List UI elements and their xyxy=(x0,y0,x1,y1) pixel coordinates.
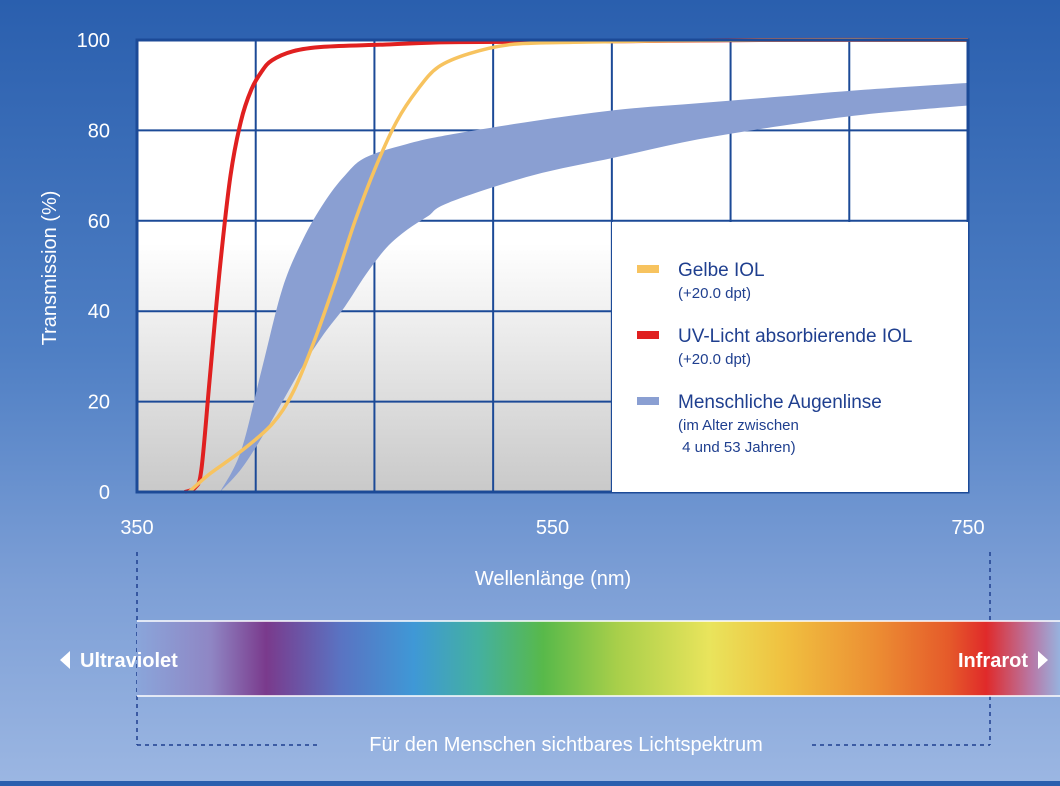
legend-label-gelbe-iol: Gelbe IOL xyxy=(678,260,765,281)
legend-swatch-uv-iol xyxy=(637,331,659,339)
legend: Gelbe IOL (+20.0 dpt) UV-Licht absorbier… xyxy=(637,260,912,456)
spectrum-bar xyxy=(137,621,1060,696)
spectrum-caption: Für den Menschen sichtbares Lichtspektru… xyxy=(369,734,763,756)
ultraviolet-label: Ultraviolet xyxy=(80,650,178,672)
y-tick-label: 40 xyxy=(88,301,110,323)
legend-label-augenlinse: Menschliche Augenlinse xyxy=(678,392,882,413)
y-tick-label: 0 xyxy=(99,482,110,504)
legend-note-gelbe-iol: (+20.0 dpt) xyxy=(678,285,751,302)
legend-label-uv-iol: UV-Licht absorbierende IOL xyxy=(678,326,912,347)
x-axis-title: Wellenlänge (nm) xyxy=(475,568,631,590)
legend-note-augenlinse-1: (im Alter zwischen xyxy=(678,417,799,434)
series-band-menschliche-augenlinse xyxy=(220,82,969,493)
y-axis-ticks: 0 20 40 60 80 100 xyxy=(77,30,110,504)
y-tick-label: 20 xyxy=(88,392,110,414)
y-axis-title: Transmission (%) xyxy=(39,191,61,346)
arrow-right-icon xyxy=(1038,651,1048,669)
arrow-left-icon xyxy=(60,651,70,669)
x-tick-label: 350 xyxy=(120,517,153,539)
x-tick-label: 550 xyxy=(536,517,569,539)
legend-box xyxy=(612,222,968,492)
legend-swatch-augenlinse xyxy=(637,397,659,405)
infrarot-label: Infrarot xyxy=(958,650,1028,672)
legend-note-uv-iol: (+20.0 dpt) xyxy=(678,351,751,368)
legend-swatch-gelbe-iol xyxy=(637,265,659,273)
y-tick-label: 80 xyxy=(88,120,110,142)
x-axis-ticks: 350 550 750 xyxy=(120,517,984,539)
y-tick-label: 60 xyxy=(88,211,110,233)
y-tick-label: 100 xyxy=(77,30,110,52)
legend-note-augenlinse-2: 4 und 53 Jahren) xyxy=(678,439,796,456)
x-tick-label: 750 xyxy=(951,517,984,539)
